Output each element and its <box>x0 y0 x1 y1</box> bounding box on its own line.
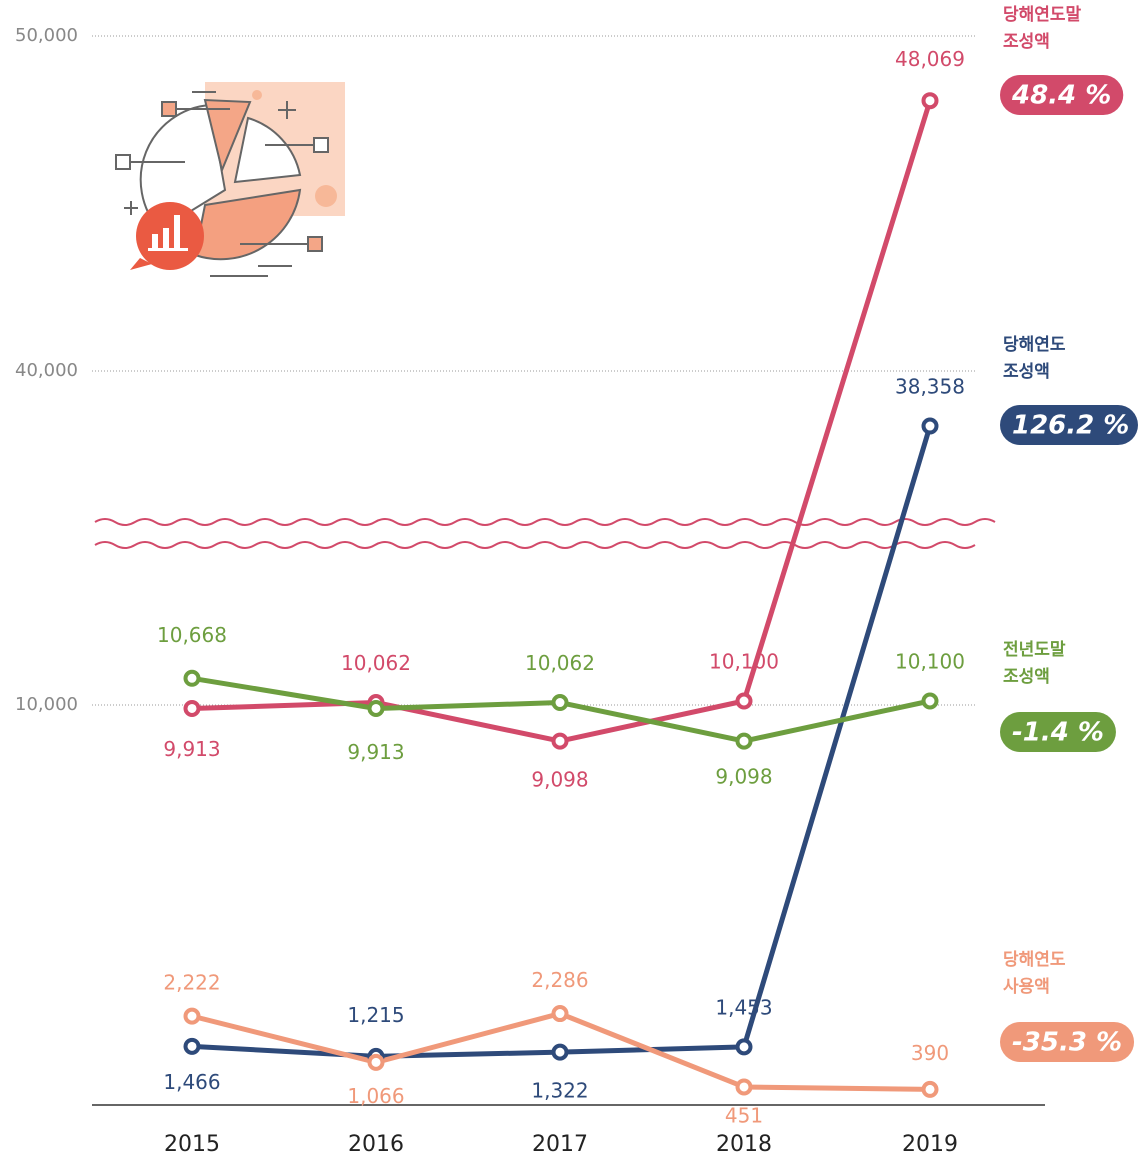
point <box>367 1053 385 1071</box>
y-tick-label: 50,000 <box>15 25 78 46</box>
data-label: 1,466 <box>163 1070 220 1094</box>
legend-entry: 당해연도 사용액 <box>1003 950 1066 997</box>
data-label: 1,322 <box>531 1079 588 1103</box>
point <box>183 1037 201 1055</box>
x-tick-label: 2018 <box>716 1132 772 1157</box>
point <box>921 92 939 110</box>
point <box>735 1038 753 1056</box>
legend-entry: 당해연도말 조성액 <box>1003 4 1082 52</box>
data-label: 10,062 <box>341 651 411 675</box>
data-label: 1,453 <box>715 995 772 1019</box>
point <box>367 699 385 717</box>
legend-entry: 당해연도 조성액 <box>1003 335 1066 382</box>
point <box>735 692 753 710</box>
y-tick-label: 40,000 <box>15 360 78 381</box>
point <box>183 699 201 717</box>
data-label: 38,358 <box>895 375 965 399</box>
point <box>551 1043 569 1061</box>
x-tick-label: 2016 <box>348 1132 404 1157</box>
point <box>183 669 201 687</box>
point <box>921 692 939 710</box>
data-label: 9,098 <box>531 768 588 792</box>
point <box>183 1007 201 1025</box>
data-label: 9,913 <box>163 737 220 761</box>
change-badge: -35.3 % <box>1000 1022 1135 1062</box>
change-badge: -1.4 % <box>1000 712 1116 752</box>
data-label: 2,286 <box>531 968 588 992</box>
badge-text: -35.3 % <box>1012 1028 1122 1058</box>
illustration <box>115 82 345 277</box>
data-label: 9,098 <box>715 765 772 789</box>
point <box>735 1078 753 1096</box>
data-label: 1,066 <box>347 1084 404 1108</box>
badge-bg <box>1000 405 1138 445</box>
data-label: 2,222 <box>163 971 220 995</box>
badge-text: -1.4 % <box>1012 718 1104 748</box>
badge-bg <box>1000 75 1124 115</box>
change-badge: 126.2 % <box>1000 405 1138 445</box>
point <box>921 417 939 435</box>
legend-entry: 전년도말 조성액 <box>1003 639 1066 687</box>
data-label: 10,100 <box>709 650 779 674</box>
point <box>551 1005 569 1023</box>
point <box>551 732 569 750</box>
x-tick-label: 2019 <box>902 1132 958 1157</box>
data-label: 10,668 <box>157 623 227 647</box>
data-label: 10,100 <box>895 650 965 674</box>
point <box>735 732 753 750</box>
data-label: 10,062 <box>525 651 595 675</box>
x-tick-label: 2017 <box>532 1132 588 1157</box>
axis-break <box>94 518 996 549</box>
y-tick-label: 10,000 <box>15 694 78 715</box>
x-tick-label: 2015 <box>164 1132 220 1157</box>
badge-text: 48.4 % <box>1011 81 1111 111</box>
data-label: 48,069 <box>895 47 965 71</box>
point <box>921 1080 939 1098</box>
data-label: 451 <box>725 1103 763 1127</box>
point <box>551 694 569 712</box>
data-label: 1,215 <box>347 1003 404 1027</box>
badge-bg <box>1000 1022 1135 1062</box>
badge-text: 126.2 % <box>1012 411 1129 441</box>
change-badge: 48.4 % <box>1000 75 1124 115</box>
data-label: 390 <box>911 1041 949 1065</box>
data-label: 9,913 <box>347 740 404 764</box>
badge-bg <box>1000 712 1116 752</box>
